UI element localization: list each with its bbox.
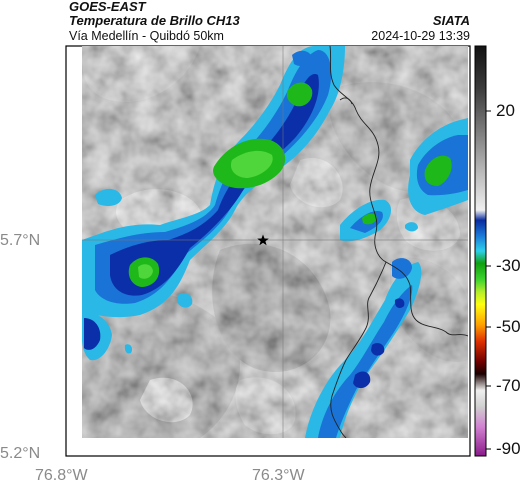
star-icon xyxy=(257,234,269,246)
colorbar-tick-minus90: -90 xyxy=(496,439,521,458)
satellite-title: GOES-EAST xyxy=(69,0,146,14)
latitude-label-north: 5.7°N xyxy=(0,232,41,249)
region-subtitle: Vía Medellín - Quibdó 50km xyxy=(69,29,224,43)
agency-label: SIATA xyxy=(432,13,470,28)
longitude-label-east: 76.3°W xyxy=(252,467,305,484)
colorbar xyxy=(474,45,491,457)
colorbar-tick-20: 20 xyxy=(496,101,515,120)
colorbar-tick-minus50: -50 xyxy=(496,317,521,336)
colorbar-tick-minus70: -70 xyxy=(496,376,521,395)
colorbar-tick-minus30: -30 xyxy=(496,256,521,275)
product-title: Temperatura de Brillo CH13 xyxy=(69,13,240,28)
latitude-label-south: 5.2°N xyxy=(0,445,41,462)
timestamp-label: 2024-10-29 13:39 xyxy=(371,29,470,43)
cloud-cells xyxy=(82,118,468,438)
longitude-label-west: 76.8°W xyxy=(35,467,88,484)
boundary-lines xyxy=(329,46,468,438)
imagery-layer xyxy=(82,46,468,438)
graticule xyxy=(82,46,468,438)
